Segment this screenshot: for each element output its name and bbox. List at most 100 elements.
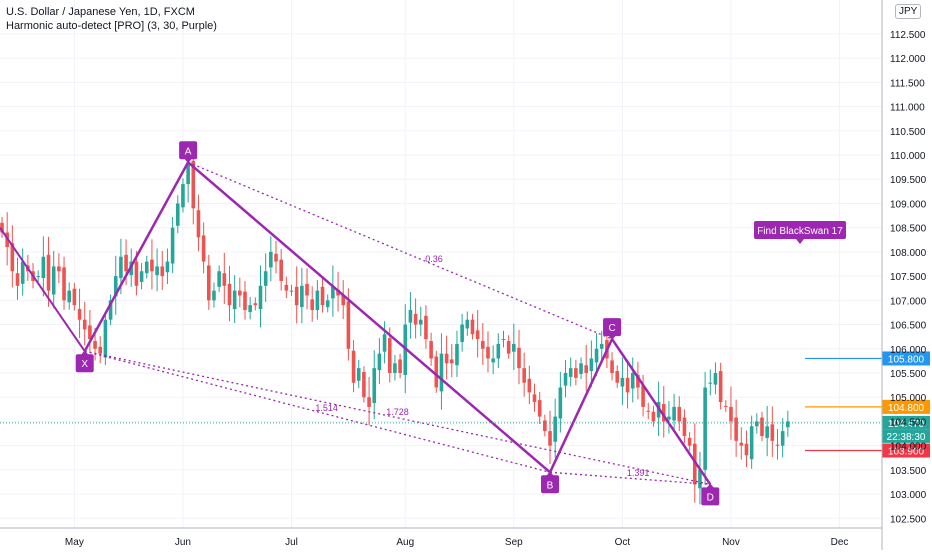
candle-body — [527, 378, 532, 393]
candle-body — [620, 377, 625, 387]
candle-body — [465, 319, 470, 329]
candle-body — [522, 368, 526, 383]
y-tick-label: 104.500 — [890, 417, 927, 428]
y-tick-label: 108.500 — [890, 224, 927, 235]
candle-body — [258, 285, 263, 310]
pattern-ratio-line — [84, 350, 551, 473]
candle-body — [51, 266, 56, 295]
candle-body — [134, 261, 139, 286]
candle-body — [108, 300, 113, 320]
y-tick-label: 104.000 — [890, 442, 927, 453]
pattern-point-label: X — [81, 359, 88, 370]
countdown-text: 22:38:30 — [887, 432, 926, 443]
candle-body — [351, 350, 356, 383]
candle-body — [77, 309, 82, 320]
candle-body — [651, 411, 656, 422]
candle-body — [212, 290, 216, 301]
y-tick-label: 102.500 — [890, 514, 927, 525]
callout-pointer — [796, 239, 804, 244]
candle-body — [687, 437, 692, 446]
candle-body — [749, 426, 754, 460]
candle-body — [57, 266, 61, 272]
price-label-text: 103.900 — [888, 446, 925, 457]
x-tick-label: Nov — [722, 537, 740, 548]
candle-body — [88, 325, 92, 340]
candle-body — [455, 343, 459, 366]
pattern-ratio-line — [84, 350, 711, 486]
candle-body — [170, 227, 175, 264]
candle-body — [594, 348, 599, 363]
candle-body — [41, 256, 46, 279]
candle-body — [139, 271, 144, 282]
candle-body — [568, 368, 573, 377]
chart-legend: U.S. Dollar / Japanese Yen, 1D, FXCM Har… — [6, 5, 217, 33]
candle-body — [543, 420, 547, 432]
candle-body — [553, 416, 557, 442]
candle-body — [424, 315, 428, 340]
candle-body — [238, 290, 242, 296]
candle-body — [315, 290, 320, 311]
candle-body — [165, 261, 170, 273]
price-label-text: 104.800 — [888, 403, 925, 414]
ratio-label: 0.36 — [425, 254, 443, 264]
y-tick-label: 109.000 — [890, 199, 927, 210]
candle-body — [98, 346, 103, 354]
pattern-leg-lead — [0, 227, 86, 352]
pattern-point-d — [701, 487, 720, 506]
countdown-box — [882, 429, 930, 443]
candle-body — [341, 295, 346, 306]
pattern-point-x — [75, 354, 94, 373]
candle-body — [630, 372, 635, 389]
x-tick-label: May — [65, 537, 84, 548]
candle-body — [356, 368, 361, 381]
symbol-title[interactable]: U.S. Dollar / Japanese Yen, 1D, FXCM — [6, 6, 195, 18]
currency-badge[interactable]: JPY — [895, 4, 922, 19]
callout-box — [754, 221, 846, 239]
candle-body — [698, 469, 702, 489]
candle-body — [460, 324, 464, 342]
candle-body — [677, 406, 682, 422]
candle-body — [439, 353, 444, 392]
pattern-ratio-line — [187, 161, 613, 340]
candle-body — [610, 360, 614, 373]
candle-body — [284, 284, 289, 291]
indicator-title[interactable]: Harmonic auto-detect [PRO] (3, 30, Purpl… — [6, 20, 217, 32]
candle-body — [765, 426, 769, 438]
candle-body — [82, 319, 87, 330]
harmonic-pattern: 0.36 1.514 1.728 1.391 X A B C D Find BlackSwan 1… — [0, 141, 846, 506]
candle-body — [486, 346, 490, 359]
candle-body — [734, 417, 738, 441]
candle-body — [46, 254, 51, 291]
candle-body — [15, 273, 20, 286]
ratio-label: 1.514 — [315, 403, 338, 413]
candle-body — [382, 334, 387, 352]
candle-body — [253, 303, 258, 306]
y-tick-label: 111.000 — [890, 103, 925, 114]
candle-body — [786, 421, 790, 428]
candle-body — [491, 358, 495, 363]
candle-body — [362, 372, 366, 398]
candle-body — [646, 410, 651, 412]
candle-body — [672, 406, 676, 421]
ratio-label: 1.391 — [627, 468, 650, 478]
candle-body — [263, 271, 268, 286]
candle-body — [279, 259, 283, 281]
candle-body — [413, 313, 418, 325]
x-tick-label: Jul — [285, 537, 298, 548]
candle-body — [708, 382, 713, 384]
candle-body — [72, 288, 77, 306]
candle-body — [217, 271, 221, 287]
pattern-point-b — [541, 475, 560, 494]
candle-body — [36, 276, 40, 278]
candle-body — [300, 285, 304, 308]
candle-body — [119, 256, 123, 279]
pattern-point-label: D — [707, 492, 714, 503]
pattern-point-label: A — [185, 146, 192, 157]
candle-body — [387, 338, 392, 373]
candle-body — [325, 300, 330, 308]
price-label-box — [882, 415, 930, 430]
candle-body — [574, 368, 578, 378]
pattern-point-a — [179, 141, 198, 160]
